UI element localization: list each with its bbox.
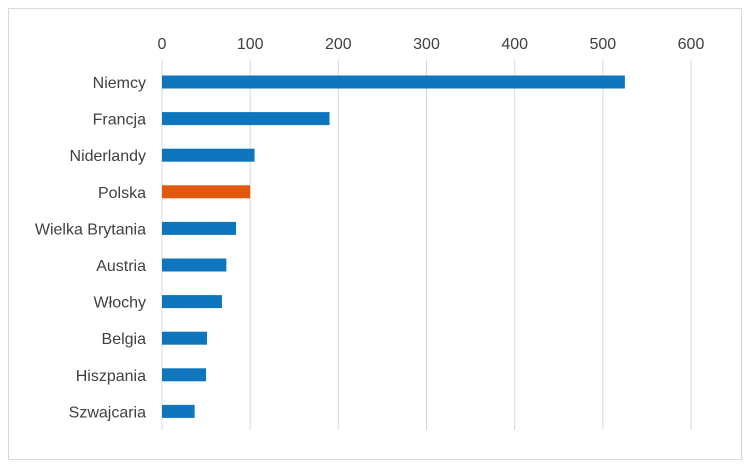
category-label: Austria <box>96 258 146 275</box>
bar-szwajcaria <box>162 404 195 418</box>
category-labels: Niemcy Francja Niderlandy Polska Wielka Bryt… <box>35 75 146 421</box>
x-tick-label: 400 <box>501 36 528 53</box>
category-label: Wielka Brytania <box>35 221 146 238</box>
bar-francja <box>162 112 330 126</box>
x-tick-label: 600 <box>678 36 705 53</box>
bar-wielka-brytania <box>162 221 237 235</box>
bars <box>162 75 625 418</box>
bar-austria <box>162 258 227 272</box>
category-label: Niemcy <box>93 75 146 92</box>
x-tick-label: 0 <box>158 36 167 53</box>
bar-hiszpania <box>162 368 207 382</box>
bar-włochy <box>162 295 222 309</box>
category-label: Szwajcaria <box>69 404 146 421</box>
x-tick-label: 300 <box>413 36 440 53</box>
bar-niderlandy <box>162 148 255 162</box>
category-label: Hiszpania <box>76 368 146 385</box>
bar-niemcy <box>162 75 625 89</box>
x-tick-label: 100 <box>237 36 264 53</box>
x-axis-ticks: 0 100 200 300 400 500 600 <box>158 36 705 53</box>
category-label: Włochy <box>94 295 146 312</box>
category-label: Francja <box>93 112 146 129</box>
category-label: Niderlandy <box>70 148 146 165</box>
x-tick-label: 500 <box>589 36 616 53</box>
category-label: Polska <box>98 185 146 202</box>
x-tick-label: 200 <box>325 36 352 53</box>
bar-polska <box>162 185 251 199</box>
category-label: Belgia <box>102 331 147 348</box>
bar-belgia <box>162 331 207 345</box>
